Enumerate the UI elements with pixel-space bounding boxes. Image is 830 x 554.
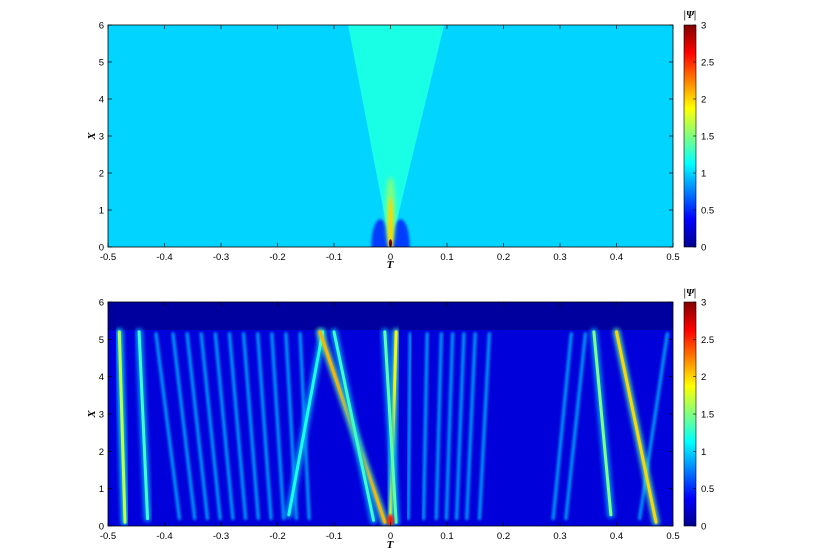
y-tick-label: 6: [99, 298, 104, 309]
x-tick-label: 0.5: [666, 252, 679, 263]
colorbar-tick-label: 2: [701, 95, 706, 106]
faint-strand: [477, 332, 491, 521]
y-tick-label: 1: [99, 206, 104, 217]
y-tick-label: 0: [99, 522, 104, 533]
colorbar-tick-label: 2: [701, 372, 706, 383]
central-peak-core: [388, 197, 393, 247]
faint-strand: [406, 332, 412, 521]
colorbar-tick-label: 3: [701, 298, 706, 309]
colorbar-tick-label: 0.5: [701, 484, 714, 495]
strand: [332, 330, 376, 522]
x-tick-label: -0.2: [269, 252, 285, 263]
strand: [287, 330, 325, 517]
faint-strand: [444, 332, 455, 521]
faint-strand: [185, 332, 210, 521]
colorbar-tick-label: 1: [701, 169, 706, 180]
y-tick-label: 3: [99, 132, 104, 143]
faint-strand: [256, 332, 273, 521]
x-tick-label: 0: [388, 531, 393, 542]
x-axis-label-top: T: [387, 259, 395, 271]
faint-strand: [465, 332, 477, 521]
axes-bottom: -0.5 -0.4 -0.3 -0.2 -0.1 0 0.1 0.2 0.3 0.4 0.5 0 1 2 3…: [99, 298, 680, 543]
y-tick-label: 0: [99, 243, 104, 254]
x-tick-label: -0.2: [269, 531, 285, 542]
faint-strand: [434, 332, 443, 521]
faint-strand: [227, 332, 248, 521]
faint-strand: [270, 332, 286, 521]
y-axis-label-bottom: X: [86, 410, 98, 419]
faint-strand: [455, 332, 466, 521]
x-tick-label: -0.5: [100, 531, 116, 542]
colorbar-tick-label: 3: [701, 21, 706, 32]
colorbar-ticks-top: 0 0.5 1 1.5 2 2.5 3: [693, 21, 714, 254]
x-tick-label: -0.3: [213, 252, 229, 263]
x-tick-label: -0.1: [326, 252, 342, 263]
faint-strand: [564, 332, 588, 521]
strand: [383, 330, 398, 524]
colorbar-tick-label: 0: [701, 243, 706, 254]
colorbar-tick-label: 2.5: [701, 58, 714, 69]
x-tick-label: -0.5: [100, 252, 116, 263]
x-tick-label: -0.4: [156, 252, 172, 263]
x-tick-label: 0.5: [666, 531, 679, 542]
x-tick-label: 0.1: [440, 252, 453, 263]
colorbar-ticks-bottom: 0 0.5 1 1.5 2 2.5 3: [693, 298, 714, 533]
y-tick-label: 3: [99, 410, 104, 421]
colorbar-tick-label: 1.5: [701, 132, 714, 143]
top-band: [108, 302, 673, 330]
x-tick-label: 0.3: [553, 252, 566, 263]
faint-strand: [551, 332, 573, 521]
x-tick-label: -0.3: [213, 531, 229, 542]
faint-strand: [638, 332, 669, 521]
x-tick-label: -0.1: [326, 531, 342, 542]
side-dip: [371, 219, 390, 247]
x-tick-label: 0.3: [553, 531, 566, 542]
colorbar-title-bottom: |Ψ|: [684, 288, 696, 299]
strand: [117, 330, 127, 524]
x-tick-label: 0.2: [497, 531, 510, 542]
faint-strand: [213, 332, 235, 521]
faint-strand: [154, 332, 182, 521]
y-axis-label-top: X: [86, 132, 98, 141]
faint-strand: [421, 332, 429, 521]
origin-peak: [387, 514, 394, 526]
colorbar-tick-label: 2.5: [701, 335, 714, 346]
colorbar-tick-label: 1.5: [701, 410, 714, 421]
heatmap-features-top: [348, 25, 445, 247]
heatmap-panel-bottom: -0.5 -0.4 -0.3 -0.2 -0.1 0 0.1 0.2 0.3 0.4 0.5 0 1 2 3…: [86, 288, 714, 551]
heatmap-panel-top: -0.5 -0.4 -0.3 -0.2 -0.1 0 0.1 0.2 0.3 0.4 0.5 0 1 2 3…: [86, 10, 714, 271]
y-tick-label: 5: [99, 335, 104, 346]
wedge-region: [348, 25, 445, 247]
faint-strand: [171, 332, 197, 521]
y-tick-label: 1: [99, 484, 104, 495]
strand: [615, 330, 658, 524]
axes-top: -0.5 -0.4 -0.3 -0.2 -0.1 0 0.1 0.2 0.3 0.4 0.5 0 1 2 3…: [99, 21, 680, 264]
side-dip: [391, 219, 410, 247]
colorbar-tick-label: 0: [701, 522, 706, 533]
x-tick-label: 0.2: [497, 252, 510, 263]
strand: [592, 330, 613, 517]
y-tick-label: 2: [99, 169, 104, 180]
y-tick-label: 6: [99, 21, 104, 32]
x-tick-label: 0.4: [610, 252, 623, 263]
x-tick-label: 0.4: [610, 531, 623, 542]
y-tick-label: 4: [99, 372, 104, 383]
heatmap-features-bottom: [108, 302, 673, 526]
y-tick-label: 5: [99, 58, 104, 69]
colorbar-tick-label: 0.5: [701, 206, 714, 217]
strand: [137, 330, 150, 521]
x-axis-label-bottom: T: [387, 539, 395, 551]
faint-strand: [199, 332, 222, 521]
y-tick-label: 2: [99, 447, 104, 458]
x-tick-label: -0.4: [156, 531, 172, 542]
x-tick-label: 0: [388, 252, 393, 263]
faint-strand: [242, 332, 260, 521]
x-tick-label: 0.1: [440, 531, 453, 542]
colorbar-tick-label: 1: [701, 447, 706, 458]
y-tick-label: 4: [99, 95, 104, 106]
colorbar-title-top: |Ψ|: [684, 10, 696, 21]
